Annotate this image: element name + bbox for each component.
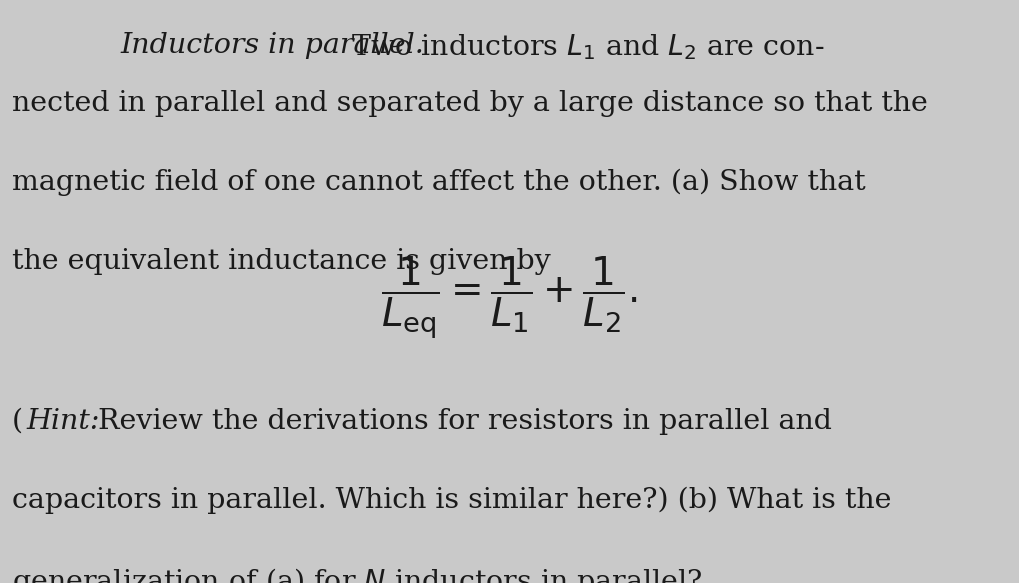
Text: Hint:: Hint: — [26, 408, 100, 435]
Text: generalization of (a) for $N$ inductors in parallel?: generalization of (a) for $N$ inductors … — [12, 566, 703, 583]
Text: Inductors in parallel.: Inductors in parallel. — [120, 32, 424, 59]
Text: magnetic field of one cannot affect the other. (a) Show that: magnetic field of one cannot affect the … — [12, 169, 866, 196]
Text: Two inductors $L_1$ and $L_2$ are con-: Two inductors $L_1$ and $L_2$ are con- — [342, 32, 825, 62]
Text: the equivalent inductance is given by: the equivalent inductance is given by — [12, 248, 551, 275]
Text: capacitors in parallel. Which is similar here?) (b) What is the: capacitors in parallel. Which is similar… — [12, 487, 892, 514]
Text: nected in parallel and separated by a large distance so that the: nected in parallel and separated by a la… — [12, 90, 928, 117]
Text: (: ( — [12, 408, 23, 435]
Text: $\dfrac{1}{L_{\mathrm{eq}}} = \dfrac{1}{L_1} + \dfrac{1}{L_2}.$: $\dfrac{1}{L_{\mathrm{eq}}} = \dfrac{1}{… — [381, 254, 638, 340]
Text: Review the derivations for resistors in parallel and: Review the derivations for resistors in … — [89, 408, 832, 435]
